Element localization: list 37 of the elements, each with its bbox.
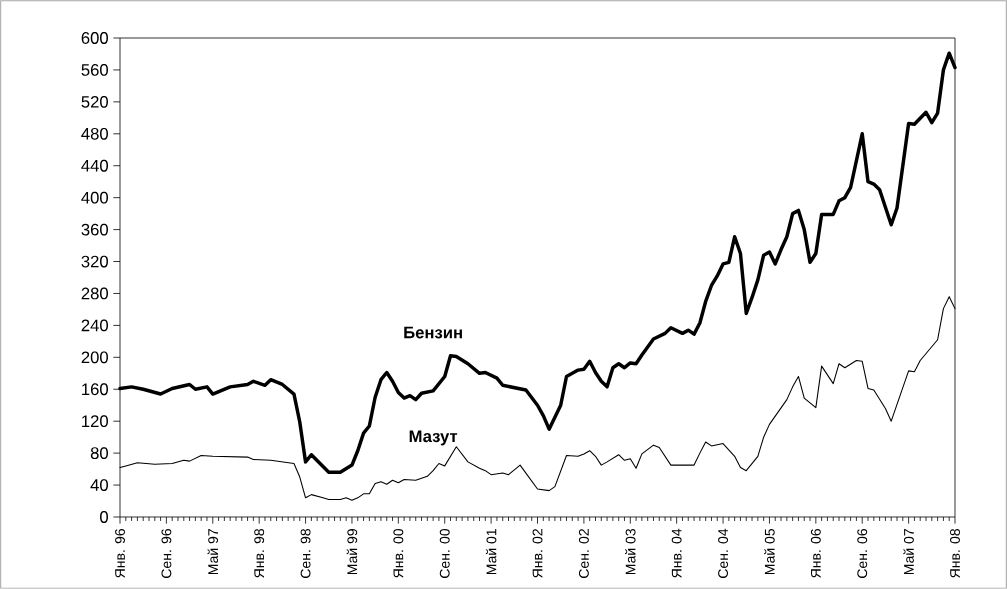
x-tick-label: Янв. 96 [115,528,125,578]
y-tick-label: 280 [81,287,108,300]
x-tick-label: Май 05 [764,528,775,575]
x-tick-label: Сен. 02 [578,529,589,578]
y-tick-label: 440 [81,159,108,172]
y-tick-label: 560 [81,64,108,76]
x-tick-label: Сен. 96 [161,528,172,578]
x-tick-label: Янв. 02 [532,529,543,578]
x-tick-label: Янв. 06 [810,528,821,578]
x-tick-label: Янв. 08 [950,528,960,578]
x-tick-label: Май 03 [625,528,636,575]
x-tick-label: Сен. 04 [718,528,729,578]
x-tick-label: Май 07 [903,529,914,575]
x-tick-label: Янв. 00 [393,528,404,578]
x-tick-label: Сен. 00 [439,528,450,578]
x-tick-label: Сен. 06 [857,528,868,578]
y-tick-label: 400 [81,191,108,204]
y-tick-label: 320 [81,255,108,268]
y-tick-label: 200 [81,351,108,364]
y-tick-label: 80 [90,447,108,460]
x-tick-label: Янв. 98 [254,528,265,578]
x-tick-label: Май 97 [207,529,219,575]
y-tick-label: 160 [82,383,108,396]
y-tick-label: 520 [81,95,108,108]
y-tick-label: 360 [81,223,108,236]
y-tick-label: 40 [90,479,108,491]
y-tick-label: 600 [81,32,108,44]
series-label: Мазут [409,430,458,446]
x-tick-label: Май 01 [485,529,497,575]
y-tick-label: 0 [100,511,109,523]
x-tick-label: Сен. 98 [300,528,311,578]
y-tick-label: 120 [82,415,108,428]
x-tick-label: Май 99 [346,529,358,575]
series-label: Бензин [404,326,462,339]
y-tick-label: 240 [81,319,108,332]
x-tick-label: Янв. 04 [671,528,682,578]
y-tick-label: 480 [81,127,108,140]
